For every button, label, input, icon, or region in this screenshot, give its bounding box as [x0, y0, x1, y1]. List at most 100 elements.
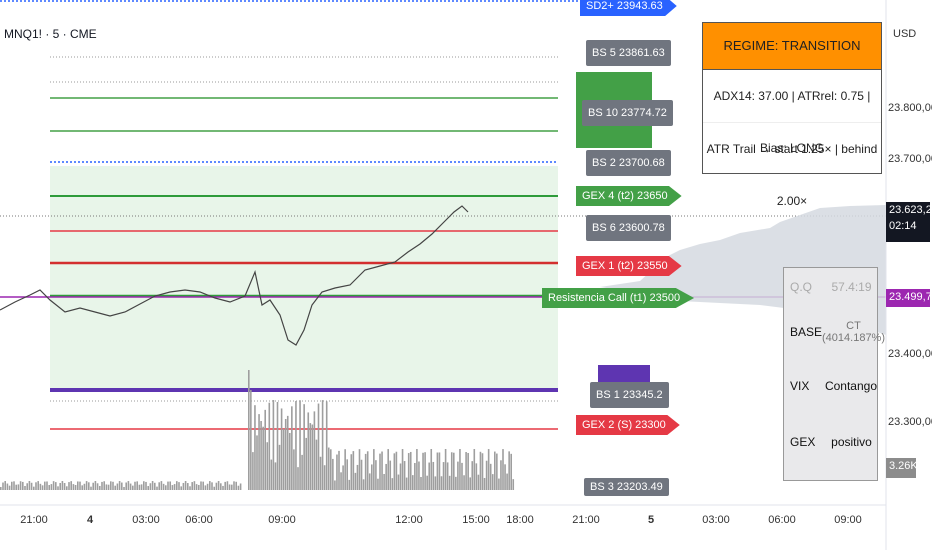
volume-bar [487, 449, 490, 490]
volume-bar [473, 449, 476, 490]
volume-bar [22, 481, 24, 490]
tag-gex2[interactable]: GEX 2 (S) 23300 [576, 415, 680, 435]
time-tick: 06:00 [185, 514, 213, 526]
volume-bar [52, 481, 55, 490]
volume-bar [178, 482, 180, 490]
volume-bar [506, 473, 508, 490]
volume-bar [220, 483, 222, 490]
volume-bar [381, 451, 383, 490]
volume-bar [438, 452, 441, 490]
volume-bar [319, 456, 322, 490]
volume-bar [132, 485, 134, 490]
volume-bar [375, 460, 377, 490]
green-zone [50, 166, 558, 390]
volume-bar [356, 464, 359, 490]
volume-bar [189, 486, 191, 490]
volume-bar [284, 419, 287, 490]
tag-gex4[interactable]: GEX 4 (t2) 23650 [576, 186, 682, 206]
tag-bs2-upper[interactable]: BS 2 23700.68 [586, 150, 671, 176]
volume-bar [444, 449, 447, 490]
volume-bar [162, 483, 165, 490]
regime-metrics: ADX14: 37.00 | ATRrel: 0.75 | Bias: LONG [713, 89, 871, 155]
volume-bar [397, 474, 400, 490]
volume-bar [426, 475, 428, 490]
volume-bar [377, 478, 379, 490]
volume-bar [344, 449, 346, 490]
volume-bar [202, 481, 204, 490]
volume-bar [446, 462, 449, 490]
volume-bar [317, 403, 320, 490]
context-panel: Q.Q 57.4:19 BASE CT (4014.187%) VIX Cont… [783, 267, 885, 481]
volume-bar [24, 486, 26, 490]
volume-bar [477, 474, 480, 490]
volume-bar [481, 453, 484, 490]
volume-bar [311, 424, 314, 490]
tag-bs1[interactable]: BS 1 23345.2 [590, 382, 669, 408]
tag-bs10[interactable]: BS 10 23774.72 [582, 100, 673, 126]
tag-gex1[interactable]: GEX 1 (t2) 23550 [576, 256, 682, 276]
volume-bar [239, 483, 242, 490]
volume-bar [180, 486, 182, 490]
volume-bar [44, 481, 46, 490]
volume-bar [512, 479, 515, 490]
volume-bar [309, 423, 312, 490]
volume-bar [491, 474, 494, 490]
volume-bar [483, 477, 486, 490]
time-tick: 12:00 [395, 514, 423, 526]
volume-bar [233, 481, 235, 490]
volume-bar [508, 451, 510, 490]
volume-bar [332, 458, 334, 490]
volume-bar [154, 482, 156, 490]
volume-bar [123, 486, 125, 490]
volume-bar [504, 464, 506, 490]
volume-bar [334, 480, 336, 490]
tag-bs5[interactable]: BS 5 23861.63 [586, 40, 671, 66]
tag-bs6[interactable]: BS 6 23600.78 [586, 215, 671, 241]
volume-bar [103, 481, 105, 490]
volume-bar [420, 476, 422, 490]
volume-bar [258, 414, 260, 490]
volume-bar [457, 461, 459, 490]
volume-bar [136, 481, 138, 490]
tag-bs3[interactable]: BS 3 23203.49 [584, 478, 669, 496]
price-series [0, 205, 469, 346]
volume-bar [79, 481, 81, 490]
volume-bar [231, 484, 233, 490]
regime-title: REGIME: TRANSITION [703, 23, 881, 70]
volume-bar [436, 452, 439, 490]
volume-bar [114, 485, 116, 490]
volume-bar [28, 481, 31, 490]
volume-bar [393, 453, 396, 490]
volume-bar [340, 472, 342, 490]
time-tick: 18:00 [506, 514, 534, 526]
volume-bar [412, 475, 414, 490]
purple-level-tag[interactable] [598, 365, 650, 385]
volume-bar [83, 483, 86, 490]
volume-bar [204, 485, 207, 490]
volume-bar [315, 439, 318, 490]
volume-bar [112, 481, 114, 490]
volume-bar [354, 472, 357, 490]
volume-bar [138, 484, 141, 490]
tag-resistance-call[interactable]: Resistencia Call (t1) 23500 [542, 288, 695, 308]
volume-bar [395, 451, 398, 490]
volume-bar [432, 461, 435, 490]
volume-bar [35, 482, 37, 490]
volume-bar [364, 453, 367, 490]
volume-bar [323, 465, 326, 490]
volume-bar [72, 484, 75, 490]
volume-bar [461, 462, 463, 490]
currency-label[interactable]: USD [893, 28, 917, 40]
volume-bar [366, 451, 369, 490]
volume-bar [502, 449, 504, 490]
tag-sd2[interactable]: SD2+ 23943.63 [580, 0, 677, 16]
volume-bar [158, 482, 160, 490]
volume-bar [70, 481, 72, 490]
ctx-value: Contango [824, 379, 877, 393]
volume-bar [362, 479, 365, 490]
volume-bar [256, 435, 258, 490]
time-tick: 09:00 [268, 514, 296, 526]
volume-bar [291, 406, 293, 490]
volume-bar [169, 481, 171, 490]
